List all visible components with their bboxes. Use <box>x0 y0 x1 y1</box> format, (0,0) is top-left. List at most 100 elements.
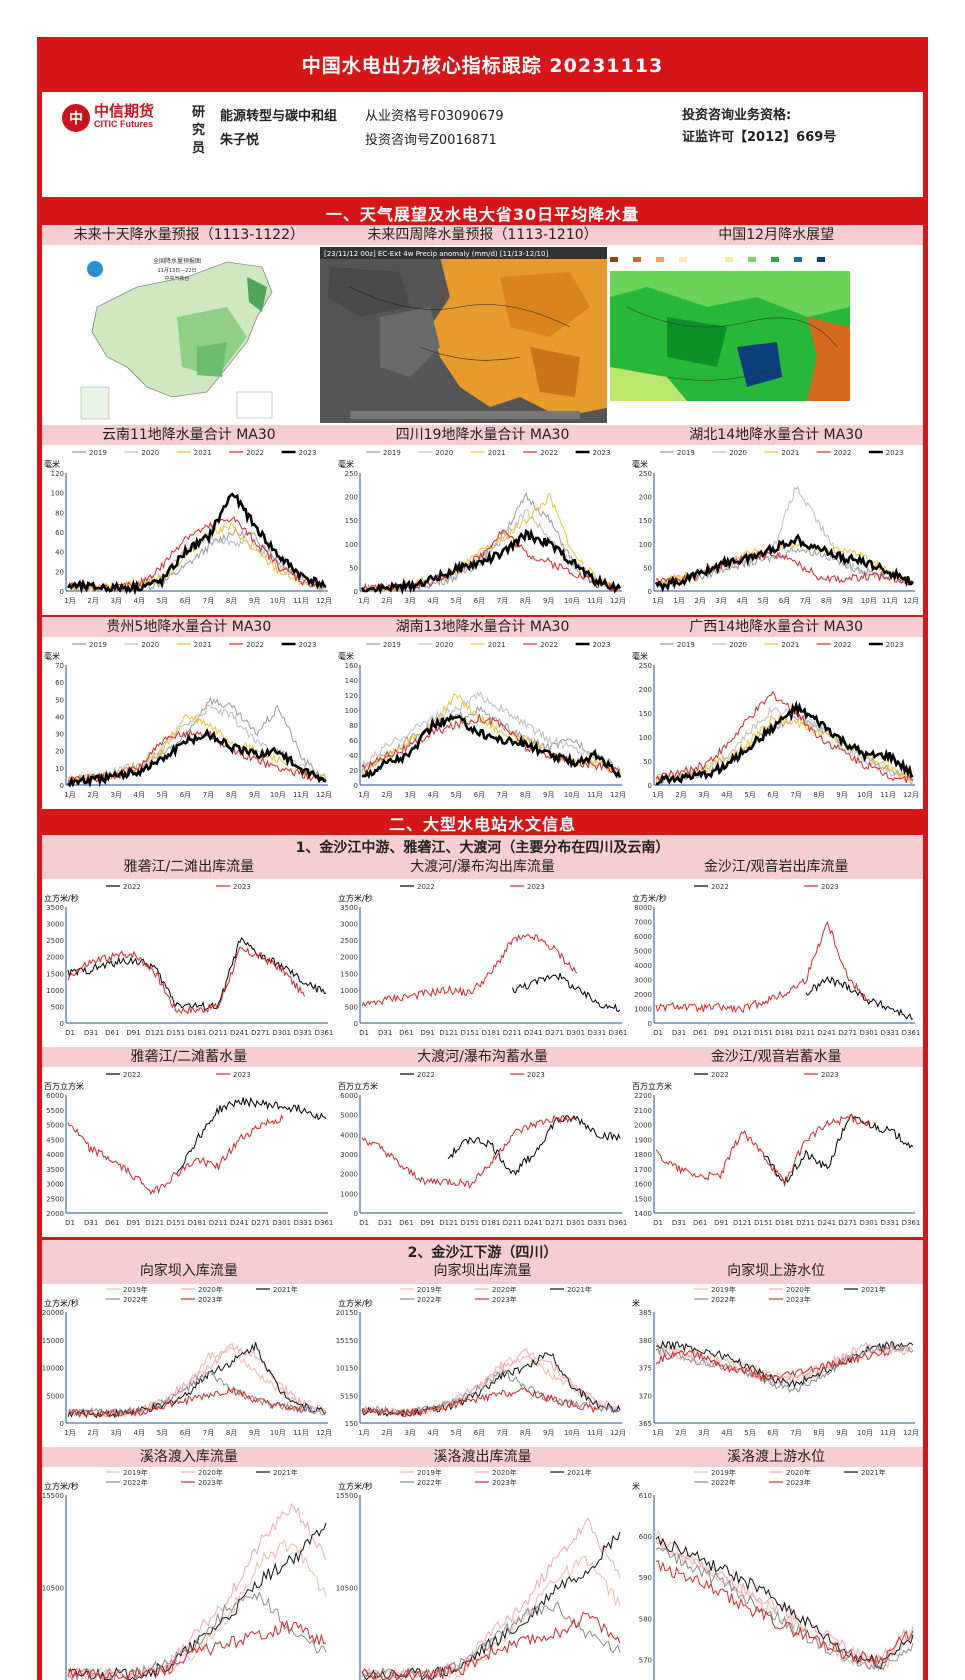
x-tick-label: 4月 <box>428 791 439 799</box>
series-line-2019年 <box>655 1341 914 1383</box>
x-tick-label: 7月 <box>790 791 801 799</box>
series-line-2023年 <box>655 1560 914 1667</box>
x-tick-label: 2月 <box>675 791 686 799</box>
y-tick-label: 5500 <box>46 1107 64 1115</box>
legend-label: 2023 <box>886 641 904 649</box>
y-tick-label: 375 <box>639 1365 652 1373</box>
y-tick-label: 5000 <box>46 1122 64 1130</box>
y-tick-label: 160 <box>345 662 358 670</box>
y-tick-label: 120 <box>51 470 64 478</box>
pubugou-storage-chart: 百万立方米 2022 2023 0 1000 2000 3000 4000 5000 6000 D1… <box>338 1071 627 1227</box>
x-tick-label: 4月 <box>428 597 439 605</box>
series-line-2023 <box>361 933 578 1007</box>
chart-title: 四川19地降水量合计 MA30 <box>395 427 570 443</box>
ten-day-forecast-map: 全国降水量预报图 11月13日—22日 中央气象台 <box>77 247 282 423</box>
section1-title: 一、天气展望及水电大省30日平均降水量 <box>325 204 640 224</box>
chart-title: 雅砻江/二滩出库流量 <box>123 859 255 875</box>
chart-title: 湖北14地降水量合计 MA30 <box>689 427 864 443</box>
y-tick-label: 20000 <box>42 1309 64 1317</box>
x-tick-label: D361 <box>315 1029 334 1037</box>
x-tick-label: 3月 <box>110 791 121 799</box>
series-line-2019年 <box>655 1529 914 1672</box>
legend-label: 2023 <box>299 641 317 649</box>
y-tick-label: 2500 <box>340 937 358 945</box>
x-tick-label: D181 <box>482 1219 501 1227</box>
y-tick-label: 3500 <box>46 904 64 912</box>
y-tick-label: 600 <box>639 1533 652 1541</box>
x-tick-label: 1月 <box>64 597 75 605</box>
series-line-2021 <box>67 714 327 784</box>
y-tick-label: 140 <box>345 677 358 685</box>
x-tick-label: 10月 <box>270 1429 286 1437</box>
legend-label: 2022年 <box>123 1478 148 1487</box>
x-tick-label: 11月 <box>880 791 896 799</box>
map-caption: [23/11/12 00z] EC-Ext 4w Precip anomaly … <box>324 250 548 258</box>
y-tick-label: 100 <box>345 541 358 549</box>
y-tick-label: 60 <box>55 679 64 687</box>
x-tick-label: 2月 <box>381 1429 392 1437</box>
y-tick-label: 0 <box>648 782 652 790</box>
x-tick-label: 10月 <box>857 1429 873 1437</box>
legend-label: 2023 <box>527 883 545 891</box>
y-tick-label: 150 <box>345 517 358 525</box>
logo: 中 中信期货 CITIC Futures <box>62 104 154 132</box>
section2-title: 二、大型水电站水文信息 <box>388 814 576 834</box>
legend-label: 2022 <box>711 1071 729 1079</box>
x-tick-label: D331 <box>293 1029 312 1037</box>
x-tick-label: 4月 <box>721 1429 732 1437</box>
x-tick-label: 5月 <box>157 597 168 605</box>
legend-label: 2020 <box>729 449 747 457</box>
y-tick-label: 10500 <box>42 1585 64 1593</box>
axis-unit-label: 毫米 <box>632 459 648 469</box>
x-tick-label: D121 <box>145 1029 164 1037</box>
x-tick-label: 9月 <box>543 791 554 799</box>
y-tick-label: 590 <box>639 1574 652 1582</box>
x-tick-label: D241 <box>230 1219 249 1227</box>
x-tick-label: D61 <box>105 1219 119 1227</box>
series-line-2022 <box>447 1115 621 1176</box>
x-tick-label: D211 <box>796 1219 815 1227</box>
legend-label: 2019年 <box>417 1468 442 1477</box>
axis-unit-label: 毫米 <box>44 651 60 661</box>
series-line-2020年 <box>67 1502 327 1680</box>
legend-label: 2020 <box>435 641 453 649</box>
y-tick-label: 6000 <box>634 933 652 941</box>
y-tick-label: 1700 <box>634 1166 652 1174</box>
x-tick-label: D121 <box>439 1219 458 1227</box>
axis-unit-label: 百万立方米 <box>338 1081 378 1091</box>
legend-label: 2022年 <box>123 1295 148 1304</box>
x-tick-label: 4月 <box>134 1429 145 1437</box>
x-tick-label: 6月 <box>474 1429 485 1437</box>
y-tick-label: 1500 <box>46 970 64 978</box>
x-tick-label: D121 <box>145 1219 164 1227</box>
x-tick-label: D91 <box>714 1219 728 1227</box>
x-tick-label: 8月 <box>226 597 237 605</box>
y-tick-label: 370 <box>639 1392 652 1400</box>
x-tick-label: 8月 <box>520 1429 531 1437</box>
x-tick-label: D331 <box>587 1029 606 1037</box>
x-tick-label: 9月 <box>543 1429 554 1437</box>
legend-label: 2021 <box>781 641 799 649</box>
x-tick-label: 3月 <box>404 1429 415 1437</box>
series-line-2021年 <box>655 1339 914 1389</box>
x-tick-label: 6月 <box>180 1429 191 1437</box>
legend-label: 2020 <box>141 641 159 649</box>
xiangjiaba-outflow-chart: 立方米/秒 2019年 2020年 2021年 2022年 2023年 150 5150 101… <box>336 1285 626 1437</box>
y-tick-label: 250 <box>639 662 652 670</box>
x-tick-label: D61 <box>399 1219 413 1227</box>
xiluodu-level-chart: 米 2019年 2020年 2021年 2022年 2023年 570 580 590 600 61… <box>632 1468 914 1680</box>
ertan-flow-chart: 立方米/秒 2022 2023 0 500 1000 1500 2000 2500 3000 350… <box>44 883 334 1037</box>
y-tick-label: 4000 <box>46 1151 64 1159</box>
y-tick-label: 0 <box>60 1020 64 1028</box>
guanyinyan-storage-chart: 百万立方米 2022 2023 1400 1500 1600 1700 1800 1900 200… <box>632 1071 920 1227</box>
y-tick-label: 50 <box>349 564 358 572</box>
sichuan-rain-chart: 毫米 2019 2020 2021 2022 2023 0 50 100 150 200 250 1月 2… <box>338 449 626 605</box>
map-labels: 未来十天降水量预报（1113-1122） 未来四周降水量预报（1113-1210… <box>42 225 923 245</box>
series-line-2023 <box>654 533 915 593</box>
y-tick-label: 1500 <box>634 1195 652 1203</box>
report-title: 中国水电出力核心指标跟踪 20231113 <box>301 55 664 77</box>
legend-label: 2022 <box>540 449 558 457</box>
y-tick-label: 5000 <box>634 948 652 956</box>
x-tick-label: 8月 <box>813 791 824 799</box>
x-tick-label: 12月 <box>316 597 332 605</box>
